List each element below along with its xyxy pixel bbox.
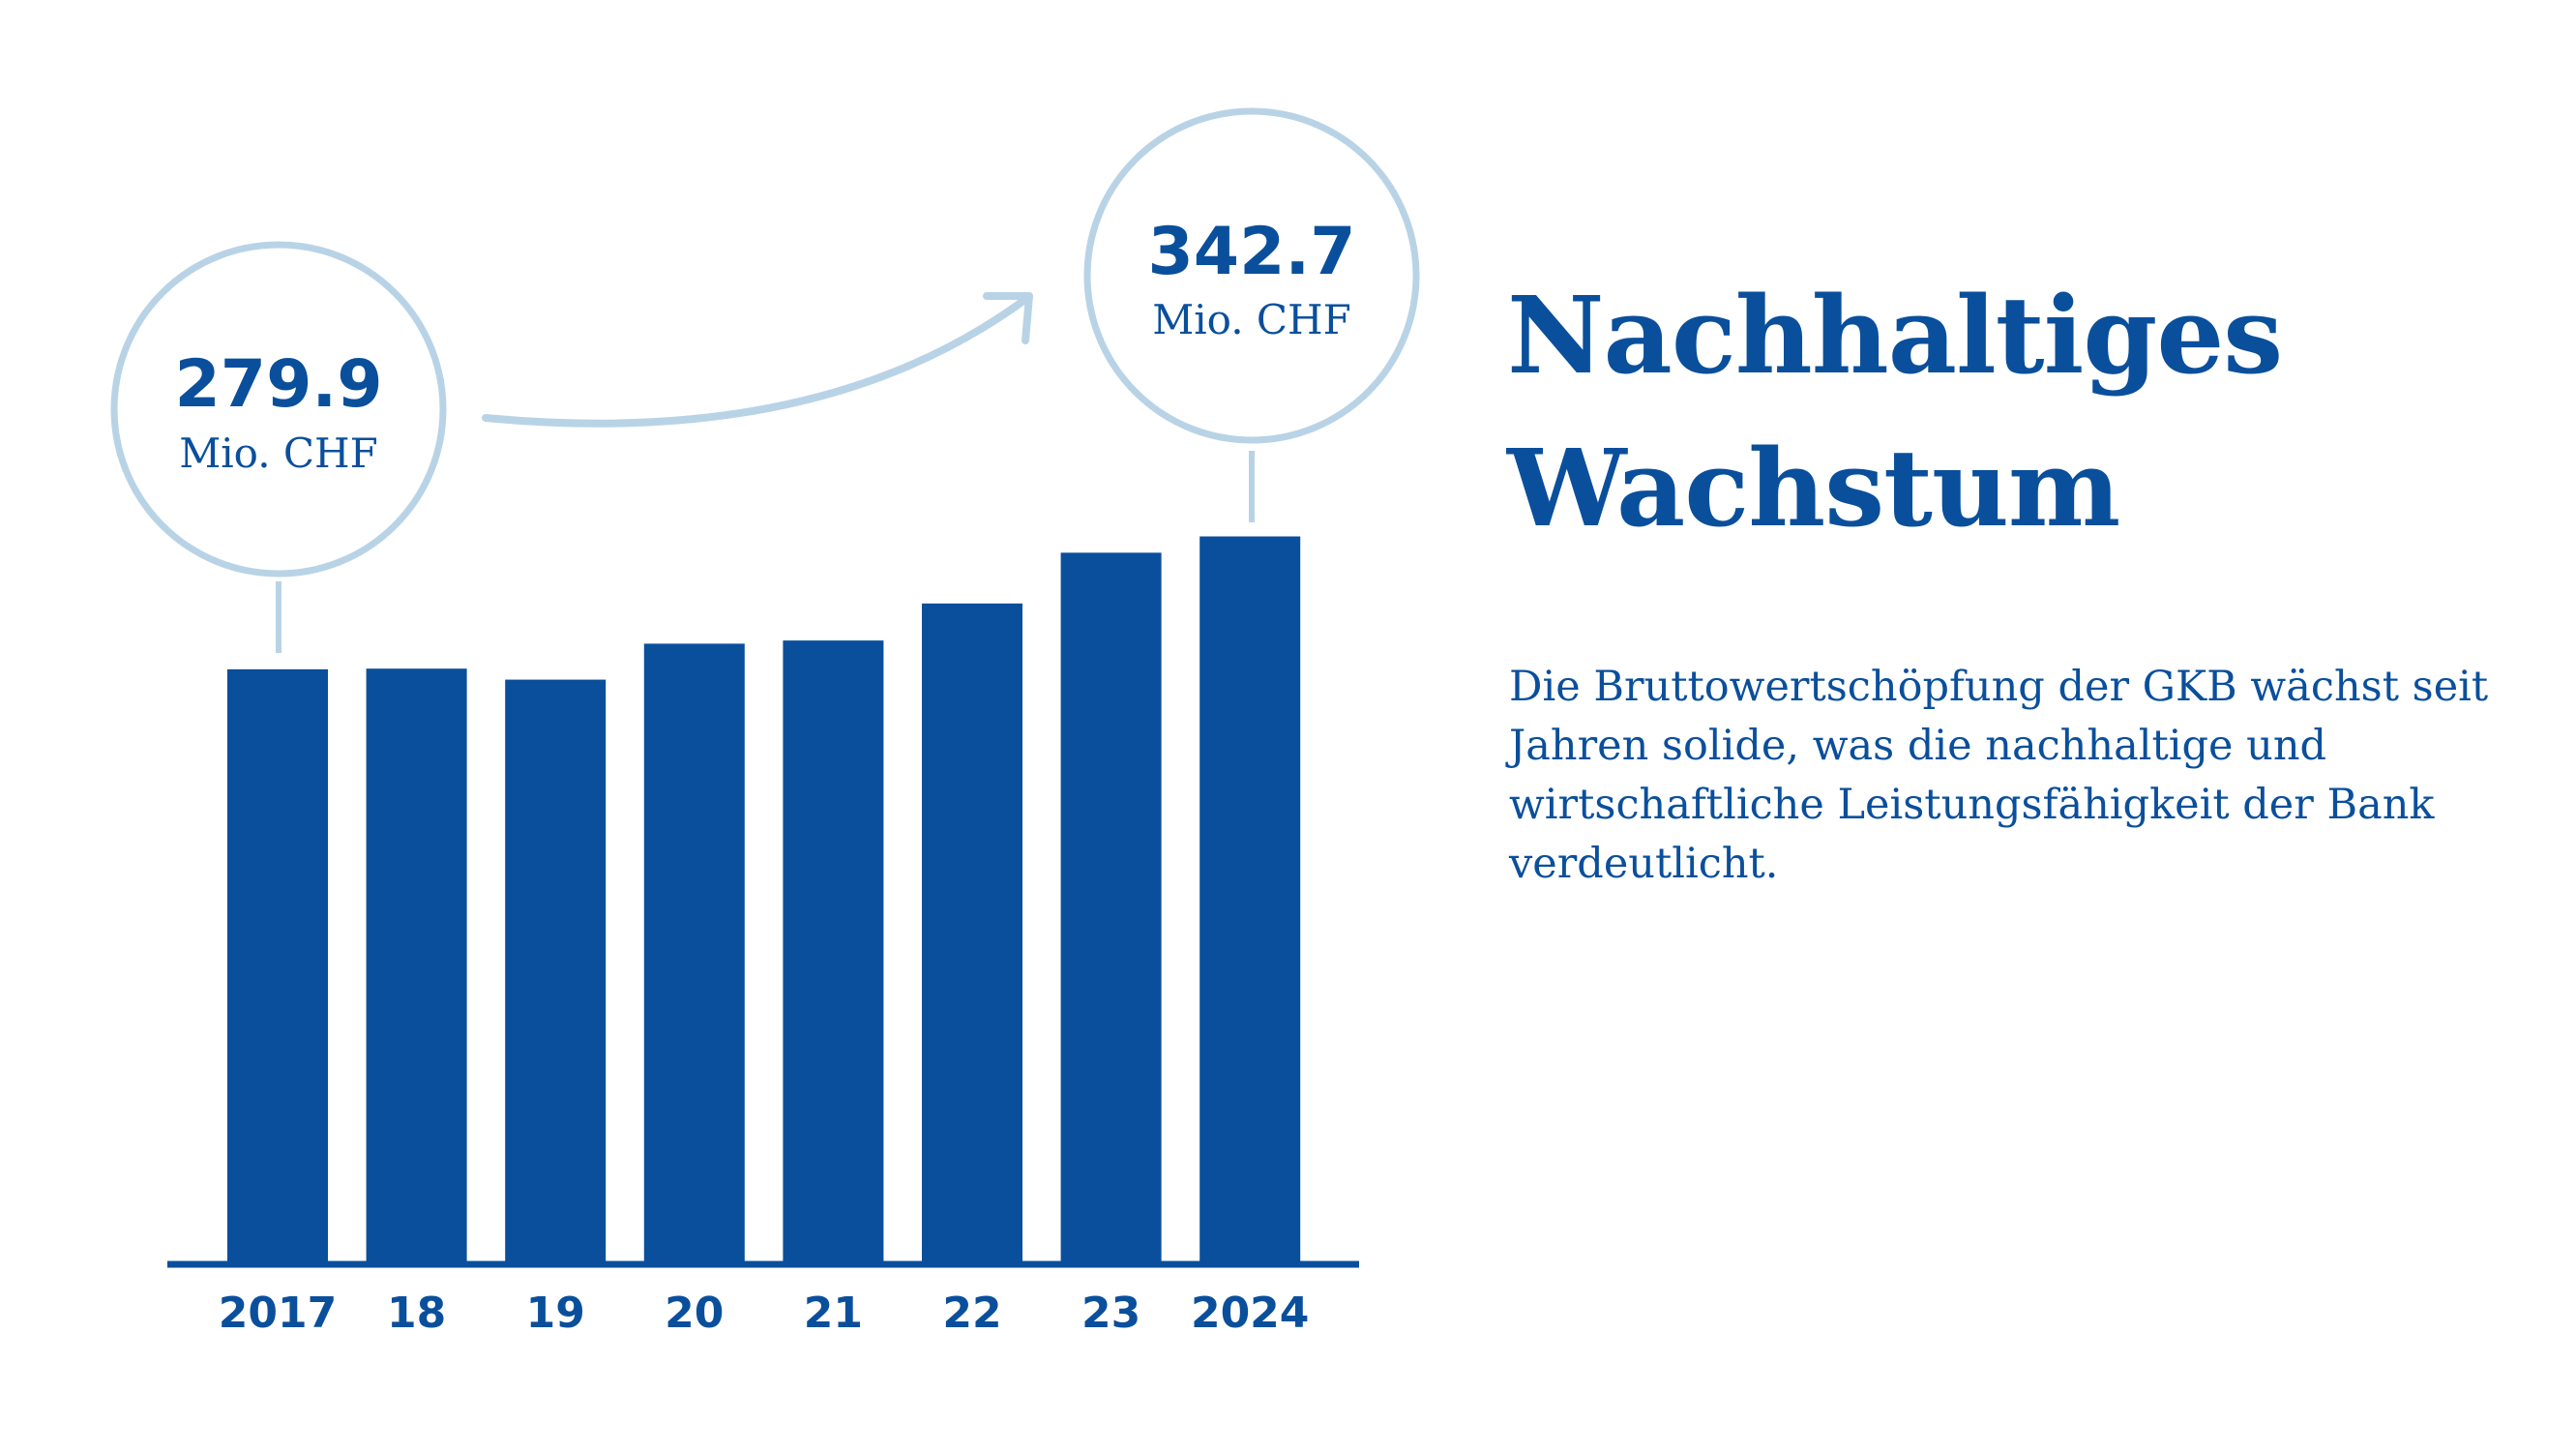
callout-circle-left — [110, 241, 447, 578]
callout-2017: 279.9 Mio. CHF — [110, 241, 447, 578]
tick-label-2024: 2024 — [1191, 1289, 1309, 1338]
bar-21 — [783, 640, 884, 1261]
bar-series — [227, 536, 1301, 1261]
tick-label-21: 21 — [804, 1289, 863, 1338]
headline-line-2: Wachstum — [1507, 426, 2120, 550]
callout-circle-right — [1083, 107, 1420, 444]
callout-2024: 342.7 Mio. CHF — [1083, 107, 1420, 444]
headline-line-1: Nachhaltiges — [1507, 273, 2283, 398]
tick-label-2017: 2017 — [219, 1289, 337, 1338]
callout-value-right: 342.7 — [1147, 214, 1355, 290]
callout-value-left: 279.9 — [174, 346, 382, 423]
bar-2024 — [1199, 536, 1301, 1261]
bar-19 — [505, 679, 607, 1261]
bar-2017 — [227, 668, 328, 1261]
arrow-head-icon — [983, 292, 1033, 344]
tick-label-19: 19 — [526, 1289, 585, 1338]
bar-23 — [1060, 552, 1162, 1261]
x-axis-tick-labels: 2017 18 19 20 21 22 23 2024 — [219, 1289, 1310, 1338]
tick-label-23: 23 — [1081, 1289, 1140, 1338]
callout-unit-left: Mio. CHF — [179, 430, 378, 477]
bar-20 — [643, 643, 745, 1261]
bar-22 — [922, 603, 1022, 1261]
tick-label-18: 18 — [387, 1289, 446, 1338]
tick-label-20: 20 — [665, 1289, 724, 1338]
headline: Nachhaltiges Wachstum — [1507, 259, 2474, 565]
growth-arrow-icon — [482, 294, 1031, 428]
description-text: Die Bruttowertschöpfung der GKB wächst s… — [1509, 663, 2489, 888]
bar-18 — [366, 668, 467, 1261]
callout-unit-right: Mio. CHF — [1152, 296, 1351, 343]
tick-label-22: 22 — [942, 1289, 1001, 1338]
